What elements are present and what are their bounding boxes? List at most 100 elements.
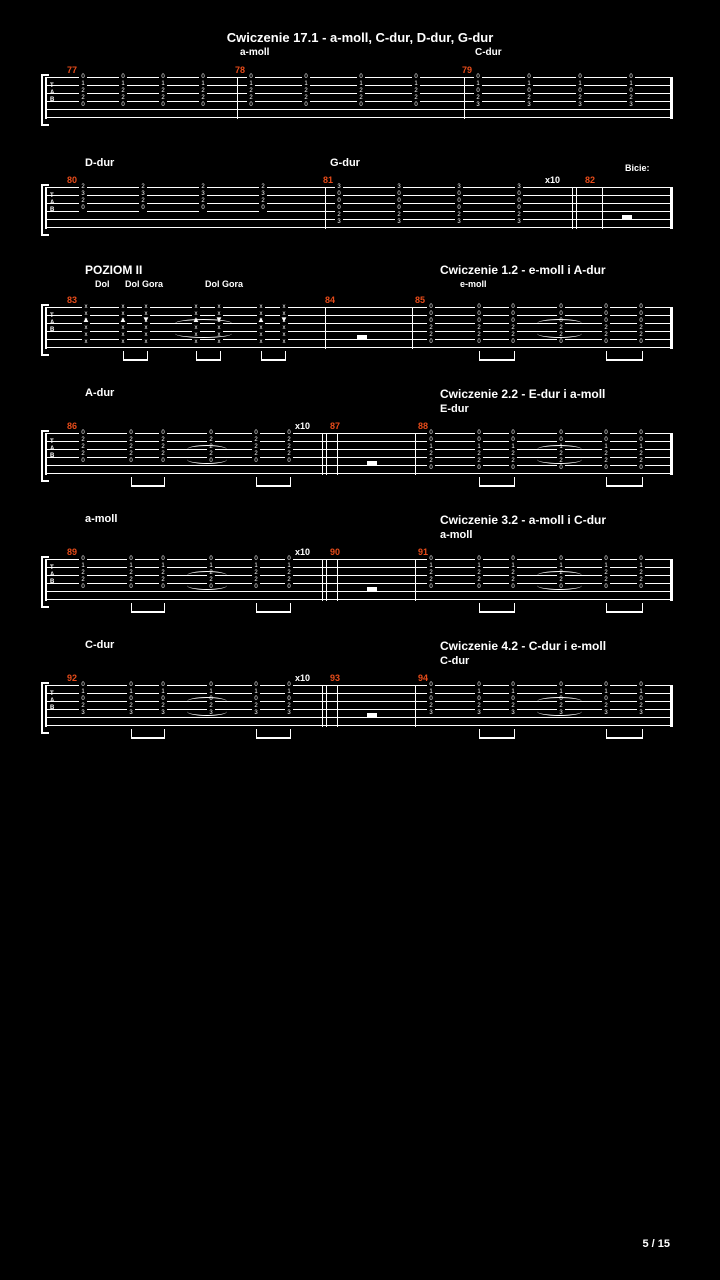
fret-number: 2 — [455, 212, 463, 219]
beam — [479, 351, 515, 361]
beam — [131, 729, 165, 739]
fret-number — [79, 717, 87, 724]
fret-number — [475, 591, 483, 598]
fret-number: 0 — [474, 74, 482, 81]
fret-number: 0 — [252, 696, 260, 703]
fret-number: 2 — [357, 95, 365, 102]
fret-number: 0 — [475, 584, 483, 591]
barline — [337, 685, 338, 727]
strum-mark: x — [280, 325, 288, 332]
upstroke-arrow: ▼ — [142, 315, 150, 324]
tab-staff: 92x109394TAB0102301023010230102301023010… — [45, 673, 675, 737]
fret-number: 2 — [127, 437, 135, 444]
fret-number: 1 — [159, 563, 167, 570]
fret-number — [557, 591, 565, 598]
fret-number: 2 — [627, 95, 635, 102]
beam — [256, 603, 291, 613]
fret-number: 0 — [79, 205, 87, 212]
fret-number — [475, 717, 483, 724]
fret-number: 0 — [159, 682, 167, 689]
fret-column: 000220 — [637, 304, 645, 346]
fret-number: 0 — [576, 88, 584, 95]
fret-number: 2 — [335, 212, 343, 219]
fret-number: 2 — [602, 332, 610, 339]
fret-number: 2 — [637, 332, 645, 339]
fret-number: 0 — [119, 74, 127, 81]
staff-lines: TAB000220000220000220000220000220000220x… — [45, 307, 672, 349]
fret-number: 2 — [427, 332, 435, 339]
fret-column: 01023 — [285, 682, 293, 724]
strum-mark: x — [192, 304, 200, 311]
fret-number: 2 — [427, 703, 435, 710]
strum-mark: x — [119, 339, 127, 346]
fret-number: 2 — [602, 451, 610, 458]
fret-number: 0 — [247, 102, 255, 109]
fret-column: 01023 — [525, 74, 533, 116]
fret-number: 0 — [199, 102, 207, 109]
fret-number: 0 — [159, 556, 167, 563]
fret-number: 2 — [302, 95, 310, 102]
fret-number: 3 — [515, 219, 523, 226]
fret-number: 0 — [475, 311, 483, 318]
fret-number: 0 — [79, 430, 87, 437]
fret-number — [637, 717, 645, 724]
strum-mark: x — [119, 304, 127, 311]
fret-number: 0 — [525, 88, 533, 95]
fret-number — [139, 219, 147, 226]
fret-number: 0 — [119, 102, 127, 109]
fret-number: 0 — [252, 682, 260, 689]
fret-number: 0 — [475, 682, 483, 689]
measure-number: 77 — [67, 65, 77, 75]
fret-number: 2 — [252, 570, 260, 577]
fret-column: 01220 — [302, 74, 310, 116]
string-line — [47, 559, 672, 560]
fret-number: 0 — [127, 458, 135, 465]
fret-number: 0 — [427, 437, 435, 444]
fret-column: 01023 — [252, 682, 260, 724]
fret-number: 0 — [602, 339, 610, 346]
tie — [537, 707, 582, 716]
fret-number: 0 — [412, 102, 420, 109]
fret-number: 0 — [515, 205, 523, 212]
barline-end — [670, 433, 672, 475]
beam — [131, 603, 165, 613]
string-line — [47, 347, 672, 348]
staff-bracket — [41, 682, 49, 734]
fret-number: 2 — [79, 570, 87, 577]
rest — [367, 461, 377, 465]
measure-number: 79 — [462, 65, 472, 75]
tie — [187, 707, 227, 716]
fret-column: 01220 — [357, 74, 365, 116]
fret-number: 0 — [79, 102, 87, 109]
beam — [606, 603, 643, 613]
fret-number: 2 — [509, 325, 517, 332]
fret-column: 2320 — [259, 184, 267, 226]
fret-column: 001220 — [475, 430, 483, 472]
fret-column: 300023 — [335, 184, 343, 226]
fret-number: 2 — [637, 570, 645, 577]
fret-number: 1 — [412, 81, 420, 88]
staff-lines: TAB2320232023202320300023300023300023300… — [45, 187, 672, 229]
fret-number: 0 — [475, 437, 483, 444]
string-line — [47, 433, 672, 434]
string-line — [47, 685, 672, 686]
fret-number: 1 — [525, 81, 533, 88]
fret-column: 02220 — [285, 430, 293, 472]
tab-page: Cwiczenie 17.1 - a-moll, C-dur, D-dur, G… — [0, 0, 720, 737]
barline — [325, 187, 326, 229]
measure-number: 90 — [330, 547, 340, 557]
fret-number: 2 — [637, 325, 645, 332]
fret-number: 1 — [427, 444, 435, 451]
fret-number — [557, 717, 565, 724]
fret-number: 1 — [427, 689, 435, 696]
fret-column: 01023 — [602, 682, 610, 724]
fret-number: 3 — [335, 184, 343, 191]
tie — [187, 581, 227, 590]
fret-column: 01023 — [627, 74, 635, 116]
rest — [367, 713, 377, 717]
fret-column: 01023 — [474, 74, 482, 116]
rest — [367, 587, 377, 591]
fret-number: 2 — [127, 451, 135, 458]
beam — [479, 477, 515, 487]
fret-number: 0 — [602, 430, 610, 437]
